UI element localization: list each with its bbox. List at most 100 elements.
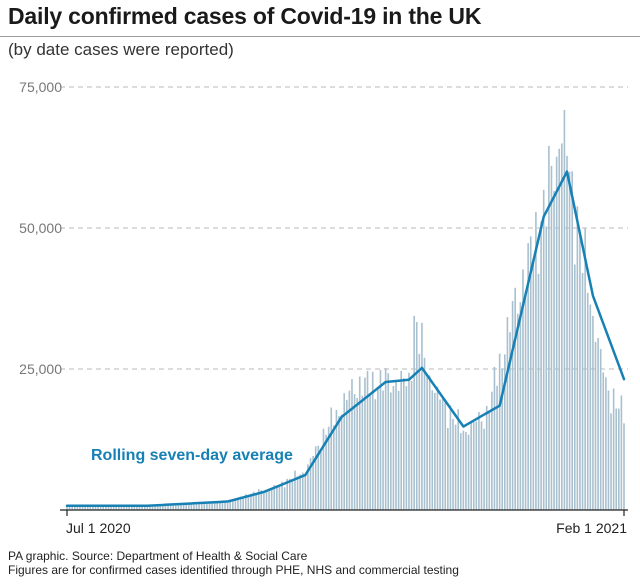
- daily-case-bar: [175, 504, 177, 510]
- daily-case-bar: [278, 484, 281, 510]
- daily-case-bar: [478, 411, 480, 510]
- daily-case-bar: [369, 393, 371, 510]
- daily-case-bar: [270, 488, 273, 510]
- daily-case-bar: [415, 322, 418, 510]
- daily-case-bar: [169, 504, 172, 510]
- daily-case-bar: [229, 501, 232, 510]
- daily-case-bar: [242, 497, 244, 510]
- daily-case-bar: [291, 480, 294, 510]
- daily-case-bar: [281, 481, 283, 510]
- chart-title: Daily confirmed cases of Covid-19 in the…: [8, 3, 482, 29]
- daily-case-bar: [345, 399, 348, 510]
- daily-case-bar: [195, 502, 198, 510]
- daily-case-bar: [441, 397, 444, 510]
- daily-case-bar: [149, 505, 151, 510]
- daily-case-bar: [597, 338, 599, 510]
- x-tick-label: Feb 1 2021: [556, 520, 627, 536]
- daily-case-bar: [561, 143, 563, 510]
- daily-case-bar: [239, 496, 242, 510]
- daily-case-bar: [151, 504, 154, 510]
- daily-case-bar: [338, 416, 340, 510]
- daily-case-bar: [304, 473, 307, 510]
- daily-case-bar: [483, 428, 485, 510]
- daily-case-bar: [540, 221, 542, 510]
- daily-case-bar: [485, 405, 488, 510]
- daily-case-bar: [511, 301, 514, 510]
- daily-case-bar: [426, 374, 428, 510]
- daily-case-bar: [73, 505, 76, 510]
- daily-case-bar: [594, 341, 597, 510]
- daily-case-bar: [348, 390, 351, 510]
- daily-case-bar: [581, 272, 584, 510]
- daily-case-bar: [382, 390, 384, 510]
- daily-case-bar: [615, 408, 618, 510]
- daily-case-bar: [548, 145, 550, 510]
- daily-case-bar: [488, 412, 491, 510]
- daily-case-bar: [322, 428, 325, 510]
- daily-case-bar: [307, 464, 309, 510]
- daily-case-bar: [250, 493, 252, 510]
- daily-case-bar: [576, 206, 579, 510]
- daily-case-bar: [439, 399, 441, 510]
- daily-case-bar: [395, 380, 397, 510]
- daily-case-bar: [200, 503, 203, 510]
- chart-footer: PA graphic. Source: Department of Health…: [8, 549, 459, 577]
- daily-case-bar: [154, 504, 156, 510]
- daily-case-bar: [465, 432, 467, 510]
- daily-case-bar: [81, 505, 84, 510]
- daily-case-bar: [257, 489, 260, 510]
- daily-case-bar: [454, 424, 457, 510]
- daily-case-bar: [501, 368, 504, 510]
- daily-case-bar: [92, 506, 94, 510]
- daily-case-bar: [516, 313, 519, 510]
- daily-case-bar: [449, 405, 452, 510]
- daily-case-bar: [260, 490, 263, 510]
- daily-case-bar: [224, 501, 226, 510]
- daily-case-bar: [162, 504, 164, 510]
- chart-subtitle: (by date cases were reported): [8, 40, 234, 59]
- daily-case-bar: [296, 476, 299, 510]
- daily-case-bar: [410, 381, 413, 510]
- daily-case-bar: [563, 109, 566, 510]
- daily-case-bar: [361, 395, 364, 510]
- daily-case-bar: [208, 502, 211, 510]
- daily-case-bar: [226, 502, 229, 510]
- daily-case-bar: [553, 190, 555, 511]
- daily-case-bar: [120, 506, 123, 510]
- daily-case-bar: [504, 354, 506, 510]
- daily-case-bar: [379, 370, 382, 510]
- daily-case-bar: [143, 505, 146, 510]
- daily-case-bar: [219, 502, 221, 510]
- testing-note: Figures are for confirmed cases identifi…: [8, 563, 459, 577]
- daily-case-bar: [301, 472, 304, 510]
- daily-case-bar: [237, 497, 239, 510]
- daily-case-bar: [190, 503, 193, 510]
- daily-case-bar: [514, 287, 516, 510]
- daily-case-bar: [299, 474, 301, 510]
- daily-case-bar: [566, 155, 568, 510]
- covid-cases-chart: Rolling seven-day average 75,000 50,000 25…: [19, 79, 628, 536]
- daily-case-bar: [314, 446, 317, 510]
- daily-case-bar: [244, 494, 247, 510]
- daily-case-bar: [283, 487, 286, 510]
- x-axis: [60, 509, 628, 516]
- y-gridlines: [60, 86, 628, 370]
- daily-case-bar: [66, 505, 68, 510]
- daily-case-bar: [105, 506, 107, 510]
- daily-case-bar: [447, 427, 449, 510]
- daily-case-bar: [141, 505, 143, 510]
- rolling-average-line: [65, 170, 626, 508]
- daily-case-bar: [273, 485, 276, 510]
- daily-case-bar: [555, 156, 558, 510]
- daily-case-bar: [529, 236, 532, 510]
- daily-case-bar: [112, 505, 115, 510]
- daily-case-bar: [618, 408, 620, 510]
- daily-case-bar: [586, 292, 589, 510]
- daily-case-bar: [333, 425, 335, 510]
- daily-case-bar: [327, 426, 330, 510]
- daily-case-bar: [462, 430, 465, 510]
- daily-case-bar: [599, 349, 602, 510]
- daily-case-bar: [351, 379, 353, 510]
- daily-case-bar: [133, 505, 136, 510]
- daily-case-bar: [206, 503, 208, 510]
